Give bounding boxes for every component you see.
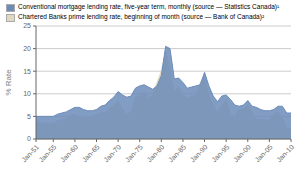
svg-text:0: 0 (27, 135, 31, 142)
svg-text:10: 10 (23, 90, 31, 97)
svg-text:Jan-05: Jan-05 (254, 143, 274, 163)
svg-text:20: 20 (23, 45, 31, 52)
svg-text:Jan-10: Jan-10 (275, 143, 291, 163)
svg-text:Jan-80: Jan-80 (145, 143, 165, 163)
svg-text:Jan-55: Jan-55 (37, 143, 57, 163)
html-text:Conventional mortgage lending: Conventional mortgage lending rate, five… (18, 3, 280, 10)
svg-text:Jan-90: Jan-90 (189, 143, 209, 163)
svg-text:Jan-70: Jan-70 (102, 143, 122, 163)
svg-text:% Rate: % Rate (8, 69, 13, 96)
svg-text:Jan-95: Jan-95 (210, 143, 230, 163)
html-text:Chartered Banks prime lending: Chartered Banks prime lending rate, begi… (18, 13, 265, 20)
svg-text:Jan-51: Jan-51 (20, 143, 40, 163)
svg-text:Jan-65: Jan-65 (81, 143, 101, 163)
svg-text:5: 5 (27, 113, 31, 120)
svg-text:Jan-60: Jan-60 (59, 143, 79, 163)
svg-text:Jan-00: Jan-00 (232, 143, 252, 163)
svg-text:25: 25 (23, 22, 31, 29)
svg-text:Jan-75: Jan-75 (124, 143, 144, 163)
svg-text:15: 15 (23, 68, 31, 75)
svg-text:Jan-85: Jan-85 (167, 143, 187, 163)
